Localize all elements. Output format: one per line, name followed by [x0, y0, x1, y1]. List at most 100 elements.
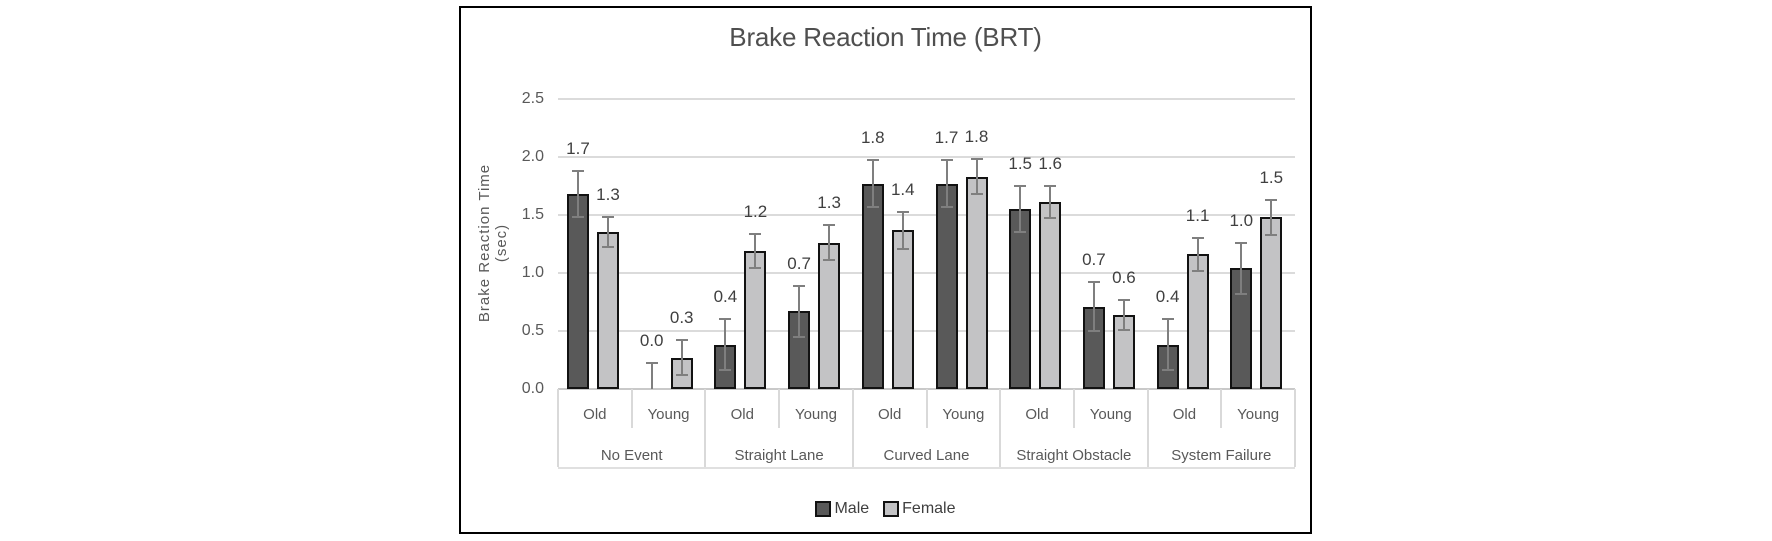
error-bar [1196, 238, 1199, 271]
error-bar-cap [866, 159, 879, 162]
bar-female [744, 250, 767, 389]
axis-cell-separator [925, 389, 928, 428]
bar-value-label: 1.7 [934, 128, 959, 148]
error-bar-cap [1191, 237, 1204, 240]
axis-cell-separator [1072, 389, 1075, 428]
error-bar [798, 285, 801, 337]
age-tick-label: Young [1237, 406, 1280, 423]
error-bar-cap [675, 339, 688, 342]
grid-line [558, 330, 1295, 332]
y-tick-label: 1.5 [521, 206, 544, 223]
error-bar-cap [1087, 281, 1100, 284]
error-bar-cap [1014, 185, 1027, 187]
bar-male [567, 194, 589, 389]
age-tick-label: Old [730, 406, 754, 423]
condition-label: Straight Lane [734, 447, 824, 464]
error-bar [1240, 242, 1243, 294]
legend-label: Male [834, 500, 870, 517]
error-bar-cap [866, 205, 879, 208]
age-tick-label: Young [794, 406, 837, 423]
error-bar-cap [970, 158, 983, 161]
error-bar-cap [719, 318, 732, 321]
legend-item-female: Female [883, 500, 956, 518]
bar-value-label: 1.8 [860, 128, 885, 148]
bar-value-label: 0.7 [1082, 250, 1106, 270]
axis-table-bottom-line [558, 467, 1295, 469]
error-bar-cap [572, 169, 584, 172]
error-bar-cap [572, 216, 584, 219]
axis-group-separator [557, 389, 559, 467]
error-bar [828, 225, 831, 261]
condition-label: No Event [600, 447, 663, 464]
condition-label: System Failure [1171, 447, 1272, 464]
axis-cell-separator [1220, 389, 1223, 428]
error-bar-cap [1265, 198, 1278, 201]
error-bar-cap [1235, 241, 1248, 244]
error-bar [975, 159, 978, 195]
bar-female [597, 232, 619, 389]
bar-female [818, 242, 841, 389]
bar-female [1186, 254, 1209, 389]
axis-group-separator [999, 389, 1002, 467]
age-tick-label: Young [647, 406, 690, 423]
bar-female [965, 176, 988, 389]
axis-group-separator [851, 389, 854, 467]
bar-value-label: 1.0 [1229, 210, 1254, 230]
bar-value-label: 1.7 [566, 138, 590, 158]
error-bar-cap [602, 216, 614, 219]
bar-value-label: 1.4 [890, 179, 915, 199]
error-bar [1019, 186, 1022, 233]
y-axis-title: Brake Reaction Time (sec) [476, 164, 510, 322]
bar-value-label: 1.5 [1259, 167, 1284, 187]
bar-male [935, 183, 958, 389]
chart-title: Brake Reaction Time (BRT) [729, 22, 1042, 52]
y-tick-label: 0.5 [521, 322, 544, 339]
y-axis-title-line2: (sec) [493, 223, 510, 263]
grid-line [558, 156, 1295, 158]
axis-cell-separator [778, 389, 781, 428]
legend-swatch-female-icon [883, 501, 900, 517]
error-bar-cap [749, 232, 762, 235]
error-bar [577, 170, 579, 218]
y-tick-label: 2.0 [521, 148, 544, 165]
bar-male [1009, 209, 1032, 389]
axis-group-separator [704, 389, 707, 467]
bar-value-label: 0.0 [639, 331, 664, 351]
bar-value-label: 1.1 [1185, 206, 1210, 226]
error-bar-cap [940, 159, 953, 162]
bar-value-label: 1.3 [596, 185, 620, 205]
y-axis-title-line1: Brake Reaction Time [476, 163, 493, 323]
bar-value-label: 1.2 [743, 201, 768, 221]
y-tick-label: 2.5 [521, 90, 544, 107]
error-bar [650, 363, 653, 389]
legend-label: Female [902, 500, 956, 517]
error-bar-cap [970, 193, 983, 196]
error-bar [1092, 282, 1095, 331]
error-bar-cap [675, 374, 688, 377]
error-bar-cap [1117, 298, 1130, 301]
error-bar [871, 160, 874, 207]
grid-line [558, 272, 1295, 274]
bar-value-label: 1.6 [1038, 154, 1062, 173]
bar-value-label: 1.3 [817, 193, 841, 213]
error-bar-cap [793, 284, 806, 287]
age-tick-label: Old [583, 406, 607, 423]
error-bar-cap [896, 210, 909, 213]
age-tick-label: Old [877, 406, 902, 423]
error-bar [945, 160, 948, 207]
axis-group-separator [1294, 389, 1296, 467]
error-bar-cap [1014, 231, 1027, 234]
grid-line [558, 214, 1295, 216]
condition-label: Curved Lane [883, 447, 970, 464]
error-bar-cap [1044, 185, 1057, 187]
error-bar [1166, 319, 1169, 371]
error-bar-cap [1117, 328, 1130, 331]
error-bar [1270, 199, 1273, 235]
error-bar-cap [749, 267, 762, 270]
error-bar-cap [1044, 217, 1057, 220]
age-tick-label: Old [1025, 406, 1049, 423]
error-bar-cap [1161, 369, 1174, 372]
legend: Male Female [459, 500, 1312, 518]
axis-group-separator [1146, 389, 1149, 467]
